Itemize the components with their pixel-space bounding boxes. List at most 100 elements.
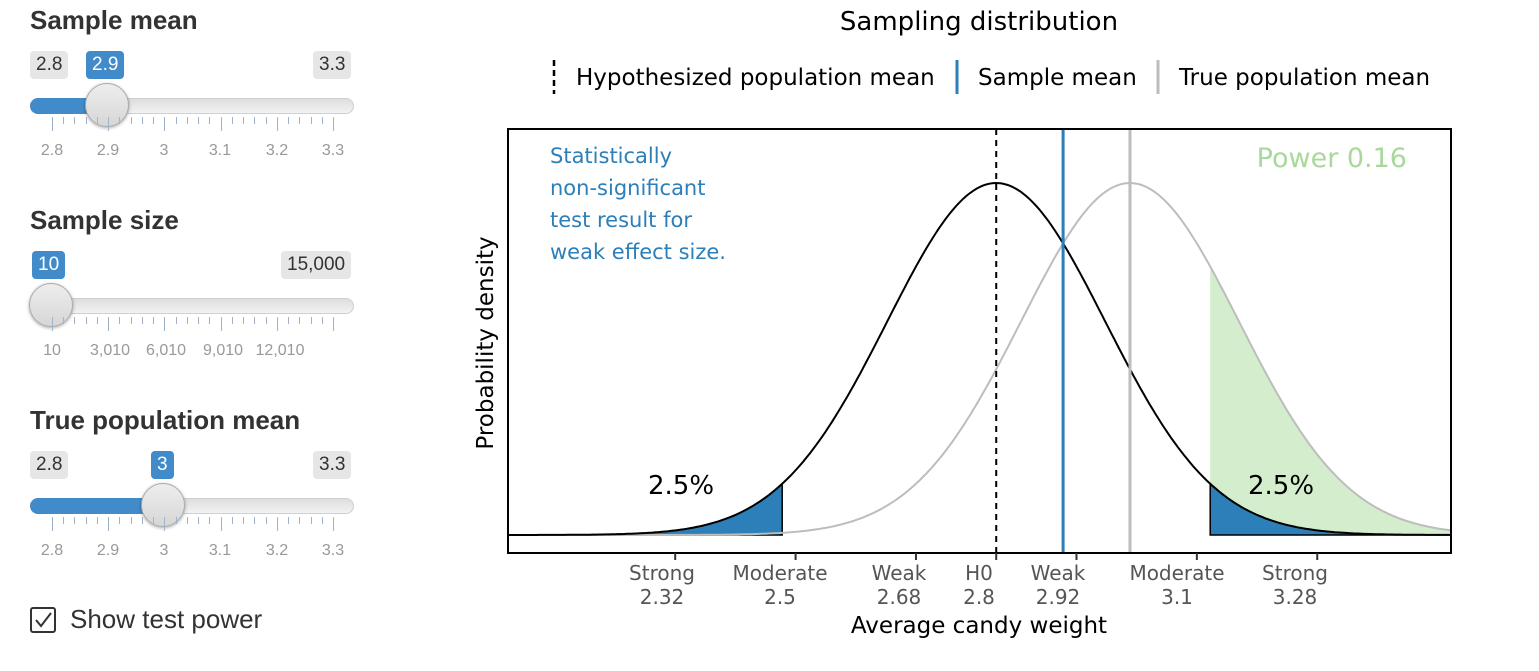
sample-size-title: Sample size (30, 205, 179, 235)
true-mean-tick-label: 2.9 (96, 542, 120, 559)
slider-minor-tick (310, 117, 312, 124)
slider-minor-tick (186, 317, 188, 324)
slider-major-tick (52, 117, 53, 131)
slider-minor-tick (153, 117, 155, 124)
annotation-line: non-significant (550, 176, 705, 200)
show-power-label: Show test power (70, 604, 263, 634)
slider-major-tick (333, 317, 334, 331)
slider-minor-tick (310, 517, 312, 524)
chart-svg: Sampling distribution Hypothesized popul… (473, 7, 1452, 639)
slider-minor-tick (119, 517, 121, 524)
legend-label-sample-mean: Sample mean (978, 65, 1137, 91)
right-tail-label: 2.5% (1248, 471, 1314, 501)
sample-mean-title: Sample mean (30, 5, 198, 35)
slider-minor-tick (63, 117, 65, 124)
true-mean-tick-label: 3.2 (265, 542, 289, 559)
x-tick-top-label: Moderate (1129, 561, 1224, 585)
slider-minor-tick (231, 317, 233, 324)
sample-mean-tick-label: 3.2 (265, 142, 289, 159)
true-mean-min-bubble: 2.8 (30, 451, 69, 479)
slider-major-tick (108, 317, 110, 331)
y-axis-label: Probability density (473, 236, 499, 449)
checkmark-icon (35, 611, 52, 628)
sample-mean-slider-handle[interactable] (85, 83, 129, 127)
slider-minor-tick (141, 517, 143, 524)
power-area (1210, 266, 1451, 535)
slider-major-tick (333, 517, 334, 531)
slider-minor-tick (265, 117, 267, 124)
slider-minor-tick (254, 117, 256, 124)
slider-minor-tick (243, 517, 245, 524)
sample-mean-ticks (30, 117, 360, 135)
slider-major-tick (220, 117, 222, 131)
slider-minor-tick (175, 317, 177, 324)
slider-minor-tick (119, 317, 121, 324)
sample-size-value-bubble: 10 (32, 251, 66, 279)
slider-minor-tick (299, 317, 301, 324)
x-tick-bottom-label: 2.92 (1036, 585, 1081, 609)
slider-minor-tick (74, 317, 76, 324)
true-distribution-curve (508, 181, 1452, 536)
slider-minor-tick (175, 117, 177, 124)
hypothesized-distribution-curve (508, 181, 1451, 536)
slider-minor-tick (243, 117, 245, 124)
sample-mean-tick-label: 2.8 (40, 142, 64, 159)
slider-minor-tick (254, 317, 256, 324)
true-mean-tick-label: 3 (159, 542, 169, 559)
slider-major-tick (164, 517, 166, 531)
sample-size-tick-label: 9,010 (202, 342, 244, 359)
slider-major-tick (333, 117, 334, 131)
slider-minor-tick (231, 517, 233, 524)
slider-minor-tick (310, 317, 312, 324)
slider-minor-tick (231, 117, 233, 124)
true-mean-tick-label: 2.8 (40, 542, 64, 559)
legend-label-true-mean: True population mean (1178, 65, 1430, 91)
slider-minor-tick (265, 517, 267, 524)
show-power-checkbox[interactable] (30, 606, 56, 633)
slider-minor-tick (288, 117, 290, 124)
sample-mean-tick-label: 3.3 (321, 142, 345, 159)
slider-minor-tick (130, 517, 132, 524)
annotation-line: weak effect size. (550, 240, 726, 264)
slider-minor-tick (198, 317, 200, 324)
slider-minor-tick (85, 517, 87, 524)
sample-size-tick-label: 3,010 (89, 342, 131, 359)
slider-minor-tick (74, 117, 76, 124)
x-tick-bottom-label: 2.68 (877, 585, 922, 609)
slider-major-tick (220, 517, 222, 531)
x-tick-top-label: Strong (1262, 561, 1328, 585)
plot-area (507, 128, 1452, 560)
sample-mean-tick-label: 3.1 (208, 142, 232, 159)
legend-label-hypothesized: Hypothesized population mean (576, 65, 935, 91)
slider-minor-tick (209, 317, 211, 324)
slider-minor-tick (321, 317, 323, 324)
slider-minor-tick (63, 517, 65, 524)
slider-minor-tick (74, 517, 76, 524)
chart-title: Sampling distribution (840, 7, 1118, 37)
true-mean-slider-handle[interactable] (141, 483, 185, 527)
slider-minor-tick (288, 317, 290, 324)
slider-major-tick (276, 317, 278, 331)
slider-minor-tick (321, 517, 323, 524)
slider-minor-tick (85, 117, 87, 124)
left-rejection-tail (508, 482, 783, 536)
slider-minor-tick (96, 117, 98, 124)
sample-size-tick-label: 6,010 (145, 342, 187, 359)
slider-minor-tick (175, 517, 177, 524)
slider-minor-tick (153, 317, 155, 324)
sample-size-slider-handle[interactable] (29, 283, 73, 327)
annotation-line: Statistically (550, 144, 672, 168)
slider-minor-tick (153, 517, 155, 524)
power-label: Power 0.16 (1257, 143, 1407, 174)
x-tick-top-label: H0 (965, 561, 993, 585)
slider-major-tick (276, 117, 278, 131)
slider-minor-tick (141, 117, 143, 124)
slider-major-tick (220, 317, 222, 331)
left-tail-label: 2.5% (648, 471, 714, 501)
plot-frame (507, 128, 1452, 554)
show-power-toggle[interactable]: Show test power (30, 604, 262, 635)
x-axis-label: Average candy weight (851, 613, 1107, 639)
slider-minor-tick (299, 517, 301, 524)
sample-size-slider-track[interactable] (30, 298, 354, 314)
x-tick-bottom-label: 2.5 (764, 585, 796, 609)
